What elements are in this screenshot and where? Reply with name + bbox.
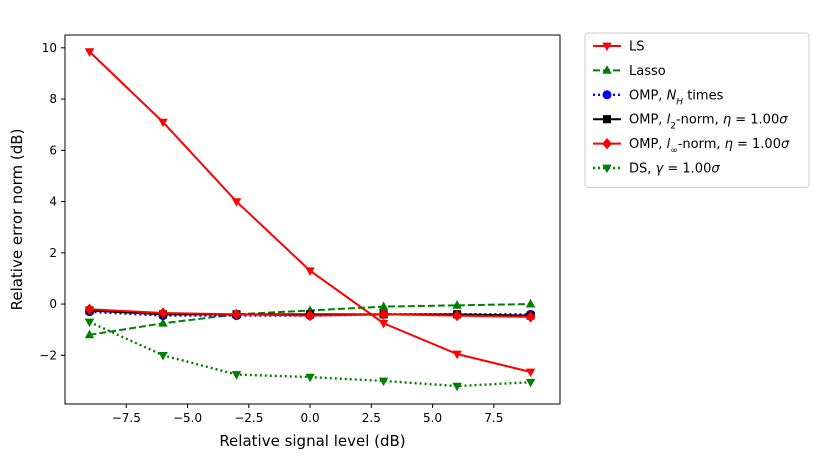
series-line (88, 50, 531, 373)
legend-item: LS (593, 40, 645, 55)
data-point (158, 318, 168, 327)
legend-label: OMP, l2-norm, η = 1.00σ (629, 113, 788, 132)
legend-marker (602, 115, 612, 124)
data-point (84, 303, 95, 315)
series-0 (84, 48, 536, 378)
data-point (231, 371, 242, 380)
y-tick-label: 6 (49, 143, 57, 157)
series-5 (84, 318, 536, 392)
legend-item: DS, γ = 1.00σ (593, 162, 720, 177)
x-tick-label: 7.5 (484, 411, 503, 425)
data-point (84, 318, 95, 328)
y-tick-label: 0 (49, 297, 57, 311)
legend-marker (602, 42, 612, 52)
y-tick-label: 2 (49, 246, 57, 260)
plot-frame (64, 34, 561, 405)
data-point (158, 351, 168, 361)
legend-label: OMP, l∞-norm, η = 1.00σ (629, 137, 790, 156)
legend-label: DS, γ = 1.00σ (629, 162, 720, 177)
data-point (378, 301, 389, 310)
legend: LS Lasso OMP, NH times OMP, l2-norm, η = 1.… (584, 32, 810, 188)
legend-item: OMP, l2-norm, η = 1.00σ (593, 113, 788, 132)
data-point (158, 307, 168, 319)
x-tick-label: 2.5 (362, 411, 381, 425)
series-4 (84, 303, 536, 323)
legend-item: OMP, l∞-norm, η = 1.00σ (593, 137, 790, 156)
data-point (305, 373, 315, 383)
data-point (378, 319, 389, 329)
y-tick-label: 8 (49, 92, 57, 106)
legend-label: Lasso (629, 64, 666, 79)
data-point (84, 48, 95, 57)
data-point (305, 267, 315, 276)
data-point (452, 300, 462, 309)
data-point (525, 298, 536, 308)
legend-label: OMP, NH times (629, 88, 724, 107)
plot-area (64, 34, 561, 405)
y-axis-label: Relative error norm (dB) (8, 129, 26, 311)
x-axis: −7.5 −5.0 −2.5 0.0 2.5 5.0 7.5 (112, 404, 503, 425)
x-tick-label: 0.0 (301, 411, 320, 425)
data-point (452, 309, 463, 322)
x-tick-label: −2.5 (234, 411, 263, 425)
y-tick-label: 4 (49, 195, 57, 209)
legend-item: Lasso (593, 64, 666, 79)
legend-box (584, 32, 810, 188)
data-point (525, 378, 536, 388)
x-tick-label: −7.5 (112, 411, 141, 425)
data-point (525, 311, 536, 323)
legend-label: LS (629, 40, 645, 55)
legend-marker (602, 137, 612, 150)
y-tick-label: −2 (39, 348, 57, 362)
x-tick-label: −5.0 (173, 411, 202, 425)
data-point (84, 329, 95, 339)
legend-item: OMP, NH times (593, 88, 724, 107)
y-tick-label: 10 (42, 41, 57, 55)
data-point (378, 377, 389, 387)
x-tick-label: 5.0 (423, 411, 442, 425)
legend-marker (602, 90, 612, 100)
legend-marker (602, 65, 612, 74)
data-point (305, 309, 315, 322)
y-axis: −2 0 2 4 6 8 10 (39, 41, 65, 362)
data-point (231, 308, 242, 320)
legend-marker (602, 164, 612, 174)
data-point (231, 198, 242, 207)
data-point (452, 350, 462, 360)
data-point (378, 308, 389, 320)
data-point (452, 382, 462, 392)
data-point (525, 368, 536, 378)
x-axis-label: Relative signal level (dB) (219, 432, 405, 450)
data-point (158, 118, 168, 128)
